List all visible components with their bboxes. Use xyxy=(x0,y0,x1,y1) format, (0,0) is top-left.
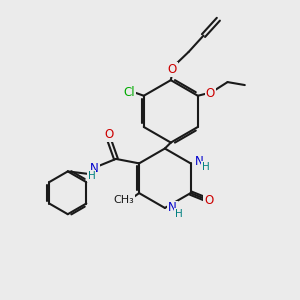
Text: Cl: Cl xyxy=(124,86,135,99)
Text: N: N xyxy=(90,162,99,175)
Text: O: O xyxy=(206,87,215,100)
Text: O: O xyxy=(204,194,214,207)
Text: H: H xyxy=(175,209,183,219)
Text: N: N xyxy=(194,155,203,168)
Text: H: H xyxy=(202,162,210,172)
Text: CH₃: CH₃ xyxy=(113,195,134,205)
Text: N: N xyxy=(168,202,177,214)
Text: O: O xyxy=(104,128,113,141)
Text: H: H xyxy=(88,171,95,181)
Text: O: O xyxy=(168,63,177,76)
